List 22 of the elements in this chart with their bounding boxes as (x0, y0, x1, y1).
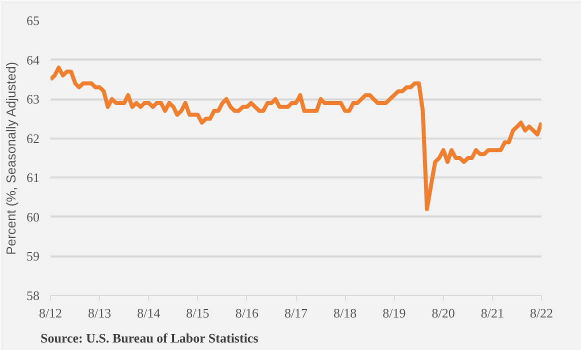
x-tick-label: 8/22 (530, 306, 554, 320)
x-tick-label: 8/13 (88, 306, 112, 320)
x-tick-label: 8/20 (432, 306, 455, 320)
y-tick-label: 65 (26, 13, 40, 28)
x-tick-label: 8/14 (137, 306, 161, 320)
x-tick-label: 8/12 (38, 306, 62, 320)
x-tick-label: 8/17 (284, 306, 308, 320)
y-tick-label: 61 (26, 170, 40, 186)
y-axis-title: Percent (%, Seasonally Adjusted) (4, 62, 18, 255)
x-tick-label: 8/18 (334, 306, 357, 320)
y-tick-label: 58 (26, 288, 40, 303)
line-series (50, 66, 542, 212)
x-tick-label: 8/21 (480, 306, 504, 320)
x-tick-label: 8/19 (382, 306, 406, 320)
x-tick-label: 8/15 (186, 306, 210, 320)
y-tick-label: 63 (26, 92, 40, 107)
y-tick-label: 64 (26, 52, 40, 68)
source-note: Source: U.S. Bureau of Labor Statistics (40, 330, 258, 346)
y-tick-label: 60 (26, 209, 40, 224)
y-tick-label: 59 (26, 248, 40, 264)
x-tick-label: 8/16 (235, 306, 259, 320)
y-tick-label: 62 (26, 130, 40, 146)
